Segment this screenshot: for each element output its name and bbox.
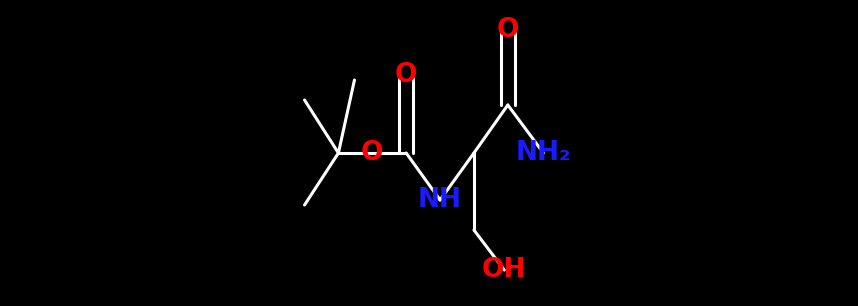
- Text: OH: OH: [482, 257, 527, 283]
- Text: NH₂: NH₂: [516, 140, 571, 166]
- Text: NH: NH: [418, 187, 462, 213]
- Text: O: O: [497, 17, 519, 43]
- Text: O: O: [395, 62, 418, 88]
- Text: O: O: [361, 140, 384, 166]
